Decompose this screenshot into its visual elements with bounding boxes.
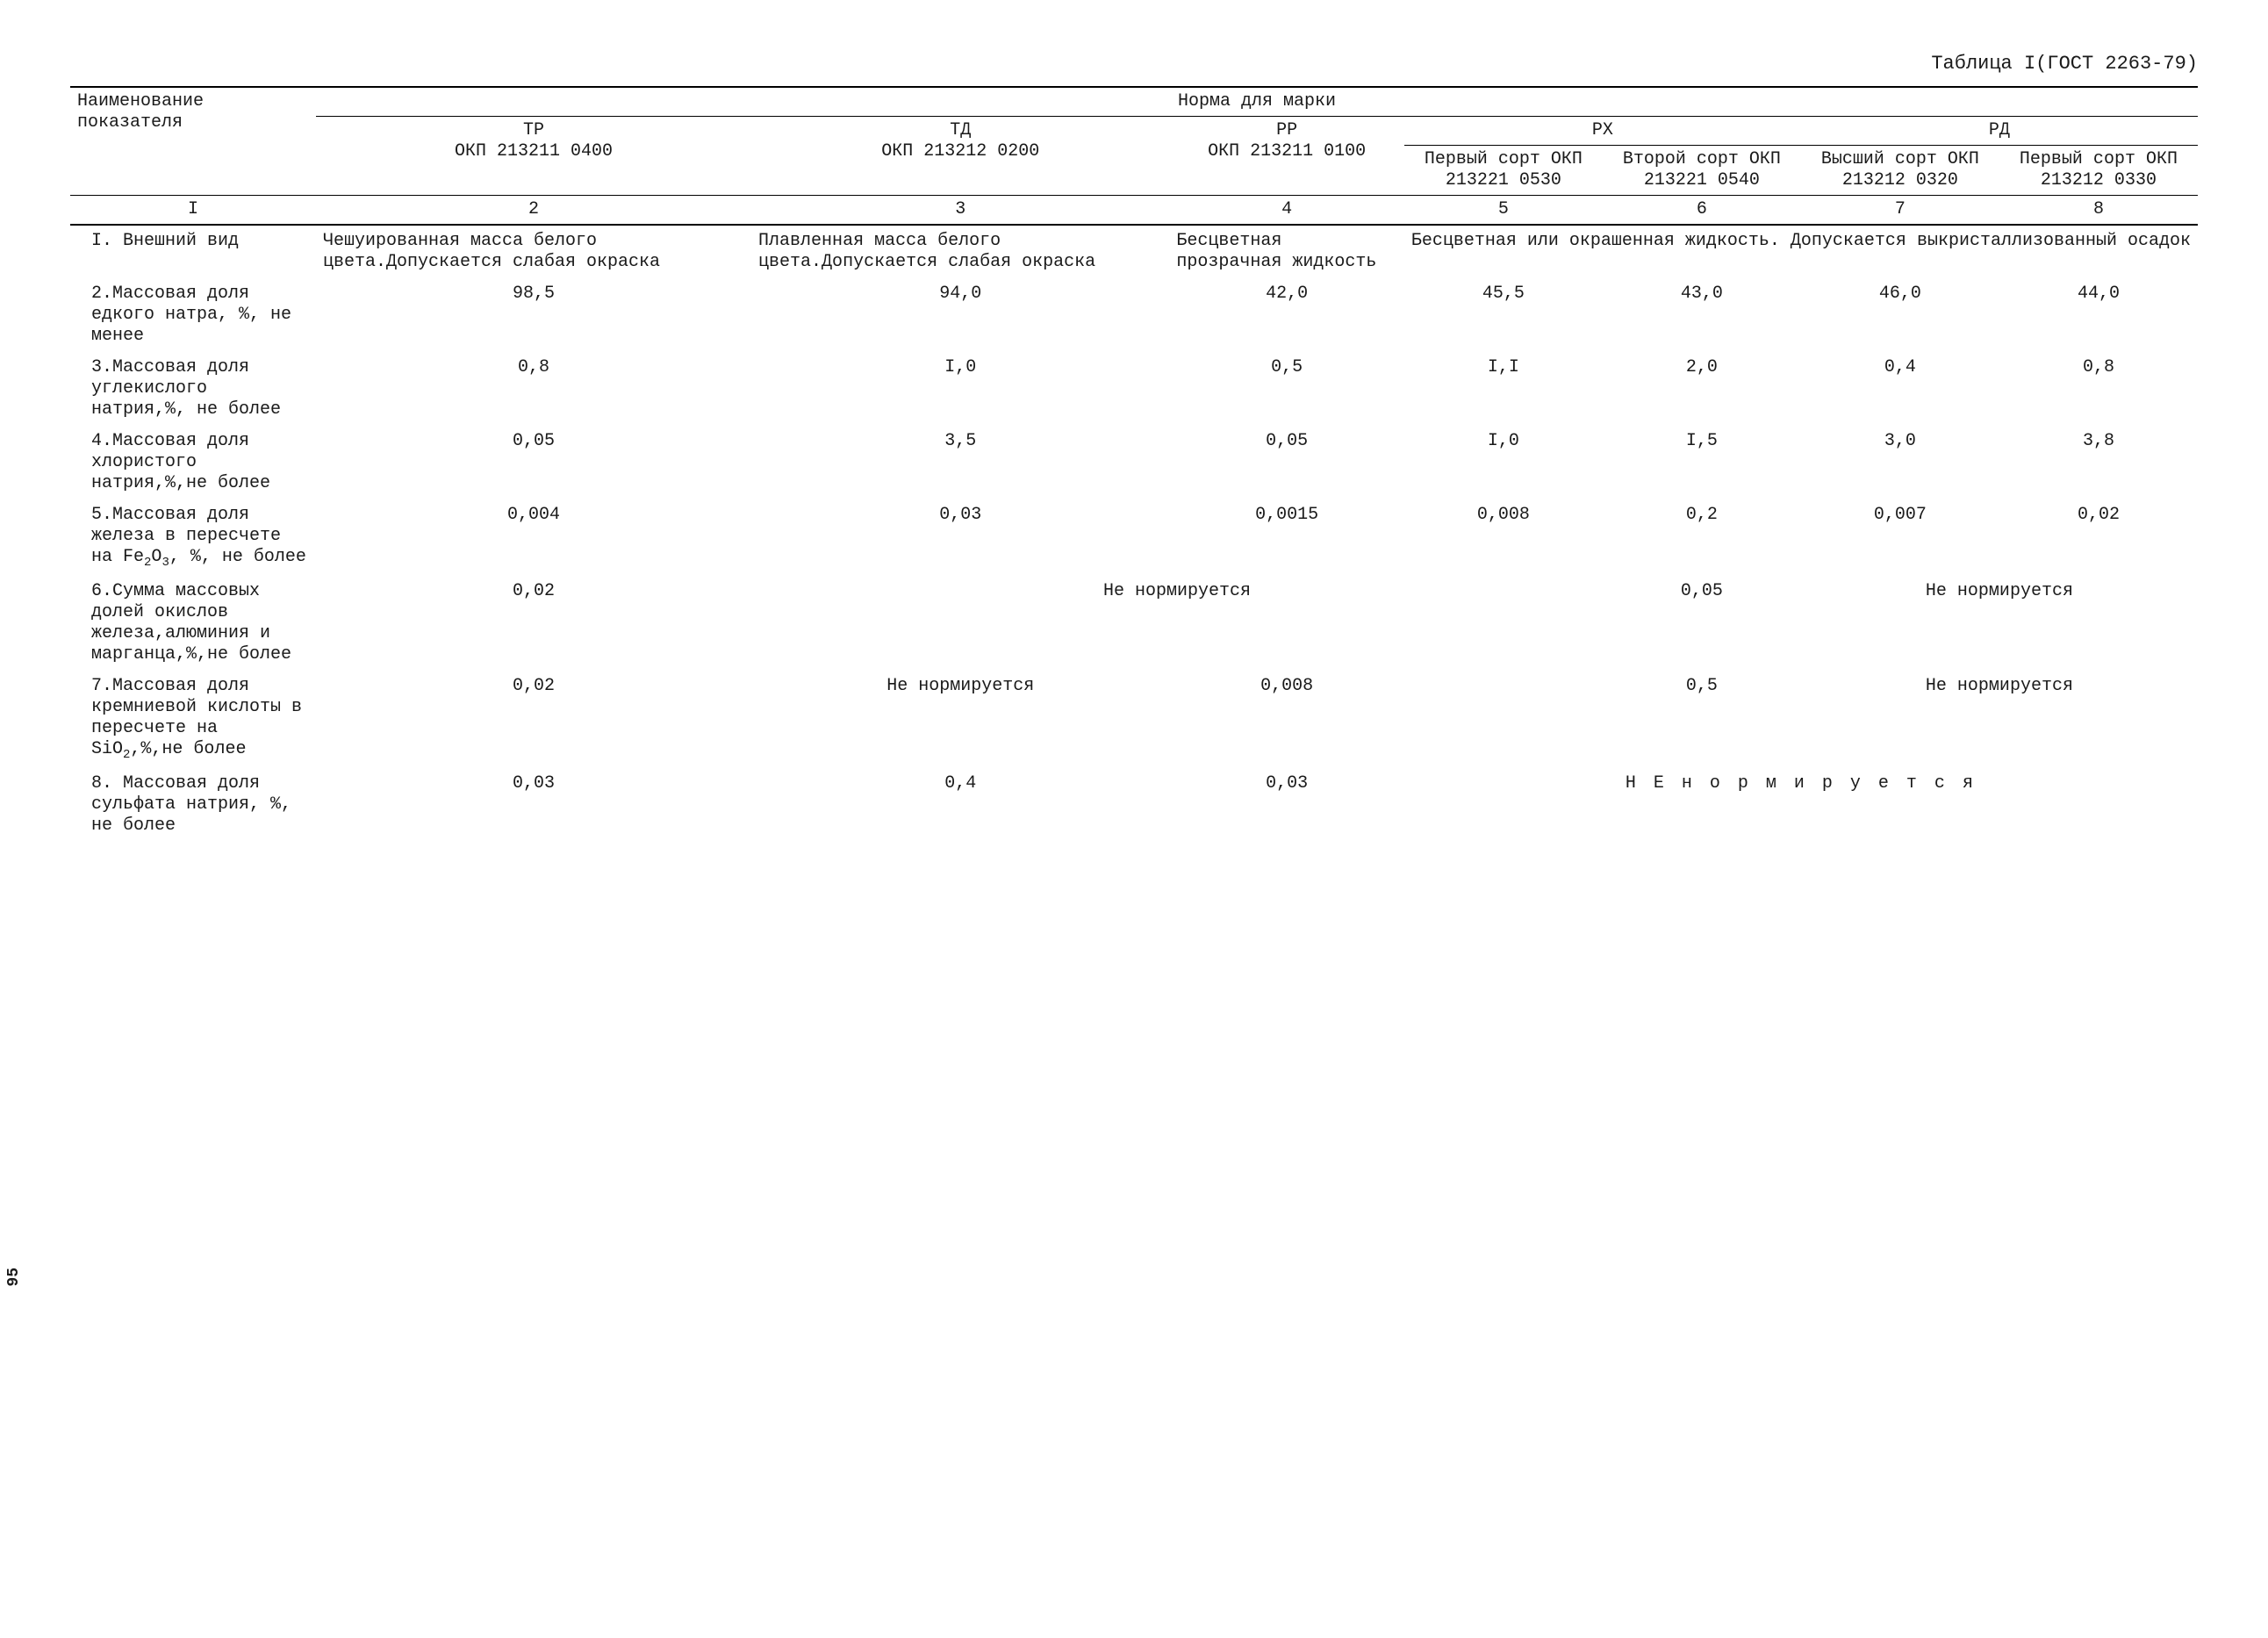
- row4-c6: I,5: [1603, 426, 1801, 499]
- table-row: 4.Массовая доля хлористого натрия,%,не б…: [70, 426, 2198, 499]
- header-pp: РР ОКП 213211 0100: [1169, 117, 1403, 196]
- row2-label: 2.Массовая доля едкого натра, %, не мене…: [70, 278, 316, 352]
- table-row: 8. Массовая доля сульфата натрия, %, не …: [70, 768, 2198, 842]
- header-rd-1: Высший сорт ОКП 213212 0320: [1801, 146, 1999, 196]
- table-row: 6.Сумма массовых долей окислов железа,ал…: [70, 576, 2198, 671]
- row7-c7-8: Не нормируется: [1801, 671, 2198, 768]
- row6-c7-8: Не нормируется: [1801, 576, 2198, 671]
- tp-code: ТР: [523, 120, 544, 140]
- row5-label: 5.Массовая доля железа в пересчете на Fe…: [70, 499, 316, 576]
- row6-c2: 0,02: [316, 576, 751, 671]
- header-name: Наименование показателя: [70, 87, 316, 196]
- row7-c2: 0,02: [316, 671, 751, 768]
- row5-c6: 0,2: [1603, 499, 1801, 576]
- tp-okp: ОКП 213211 0400: [455, 141, 613, 162]
- header-px: РХ: [1404, 117, 1801, 146]
- row3-c2: 0,8: [316, 352, 751, 426]
- row2-c3: 94,0: [751, 278, 1169, 352]
- row3-c4: 0,5: [1169, 352, 1403, 426]
- td-okp: ОКП 213212 0200: [881, 141, 1039, 162]
- pp-okp: ОКП 213211 0100: [1208, 141, 1366, 162]
- colnum-3: 3: [751, 196, 1169, 226]
- pp-code: РР: [1276, 120, 1297, 140]
- table-caption: Таблица I(ГОСТ 2263-79): [70, 53, 2198, 75]
- row4-label: 4.Массовая доля хлористого натрия,%,не б…: [70, 426, 316, 499]
- row3-c8: 0,8: [1999, 352, 2198, 426]
- row1-c2: Чешуированная масса белого цвета.Допуска…: [316, 225, 751, 278]
- row2-c6: 43,0: [1603, 278, 1801, 352]
- row7-c4: 0,008: [1169, 671, 1403, 768]
- header-norm: Норма для марки: [316, 87, 2198, 117]
- table-row: 5.Массовая доля железа в пересчете на Fe…: [70, 499, 2198, 576]
- colnum-5: 5: [1404, 196, 1603, 226]
- row7-post: ,%,не более: [130, 739, 246, 759]
- row7-c6: 0,5: [1603, 671, 1801, 768]
- row2-c5: 45,5: [1404, 278, 1603, 352]
- row1-c4: Бесцветная прозрачная жидкость: [1169, 225, 1403, 278]
- row3-label: 3.Массовая доля углекислого натрия,%, не…: [70, 352, 316, 426]
- header-rd-2: Первый сорт ОКП 213212 0330: [1999, 146, 2198, 196]
- row2-c7: 46,0: [1801, 278, 1999, 352]
- header-tp: ТР ОКП 213211 0400: [316, 117, 751, 196]
- header-rd: РД: [1801, 117, 2198, 146]
- row3-c3: I,0: [751, 352, 1169, 426]
- row2-c4: 42,0: [1169, 278, 1403, 352]
- row1-label: I. Внешний вид: [70, 225, 316, 278]
- row5-c2: 0,004: [316, 499, 751, 576]
- row8-c3: 0,4: [751, 768, 1169, 842]
- row1-c5-8: Бесцветная или окрашенная жидкость. Допу…: [1404, 225, 2198, 278]
- table-row: 7.Массовая доля кремниевой кислоты в пер…: [70, 671, 2198, 768]
- row5-sub2: 3: [161, 556, 169, 570]
- colnum-8: 8: [1999, 196, 2198, 226]
- row3-c7: 0,4: [1801, 352, 1999, 426]
- row5-c8: 0,02: [1999, 499, 2198, 576]
- row6-c3-5: Не нормируется: [751, 576, 1603, 671]
- gost-table: Наименование показателя Норма для марки …: [70, 86, 2198, 842]
- row2-c8: 44,0: [1999, 278, 2198, 352]
- row8-c5-8: Н Е н о р м и р у е т с я: [1404, 768, 2198, 842]
- row4-c8: 3,8: [1999, 426, 2198, 499]
- row6-c6: 0,05: [1603, 576, 1801, 671]
- row4-c2: 0,05: [316, 426, 751, 499]
- row5-c4: 0,0015: [1169, 499, 1403, 576]
- row5-c7: 0,007: [1801, 499, 1999, 576]
- header-px-1: Первый сорт ОКП 213221 0530: [1404, 146, 1603, 196]
- header-px-2: Второй сорт ОКП 213221 0540: [1603, 146, 1801, 196]
- colnum-4: 4: [1169, 196, 1403, 226]
- row8-label: 8. Массовая доля сульфата натрия, %, не …: [70, 768, 316, 842]
- row3-c6: 2,0: [1603, 352, 1801, 426]
- table-row: 3.Массовая доля углекислого натрия,%, не…: [70, 352, 2198, 426]
- page-number: 95: [5, 1268, 25, 1287]
- row7-label: 7.Массовая доля кремниевой кислоты в пер…: [70, 671, 316, 768]
- row2-c2: 98,5: [316, 278, 751, 352]
- colnum-1: I: [70, 196, 316, 226]
- row8-c2: 0,03: [316, 768, 751, 842]
- row8-c4: 0,03: [1169, 768, 1403, 842]
- colnum-2: 2: [316, 196, 751, 226]
- row1-c3: Плавленная масса белого цвета.Допускаетс…: [751, 225, 1169, 278]
- row4-c4: 0,05: [1169, 426, 1403, 499]
- row5-post: , %, не более: [169, 547, 306, 567]
- row4-c3: 3,5: [751, 426, 1169, 499]
- row4-c5: I,0: [1404, 426, 1603, 499]
- header-td: ТД ОКП 213212 0200: [751, 117, 1169, 196]
- row5-c3: 0,03: [751, 499, 1169, 576]
- table-row: I. Внешний вид Чешуированная масса белог…: [70, 225, 2198, 278]
- row4-c7: 3,0: [1801, 426, 1999, 499]
- row5-mid: O: [151, 547, 161, 567]
- row7-c3: Не нормируется: [751, 671, 1169, 768]
- colnum-7: 7: [1801, 196, 1999, 226]
- table-row: 2.Массовая доля едкого натра, %, не мене…: [70, 278, 2198, 352]
- row3-c5: I,I: [1404, 352, 1603, 426]
- colnum-6: 6: [1603, 196, 1801, 226]
- row5-c5: 0,008: [1404, 499, 1603, 576]
- row7-c5: [1404, 671, 1603, 768]
- row6-label: 6.Сумма массовых долей окислов железа,ал…: [70, 576, 316, 671]
- td-code: ТД: [950, 120, 971, 140]
